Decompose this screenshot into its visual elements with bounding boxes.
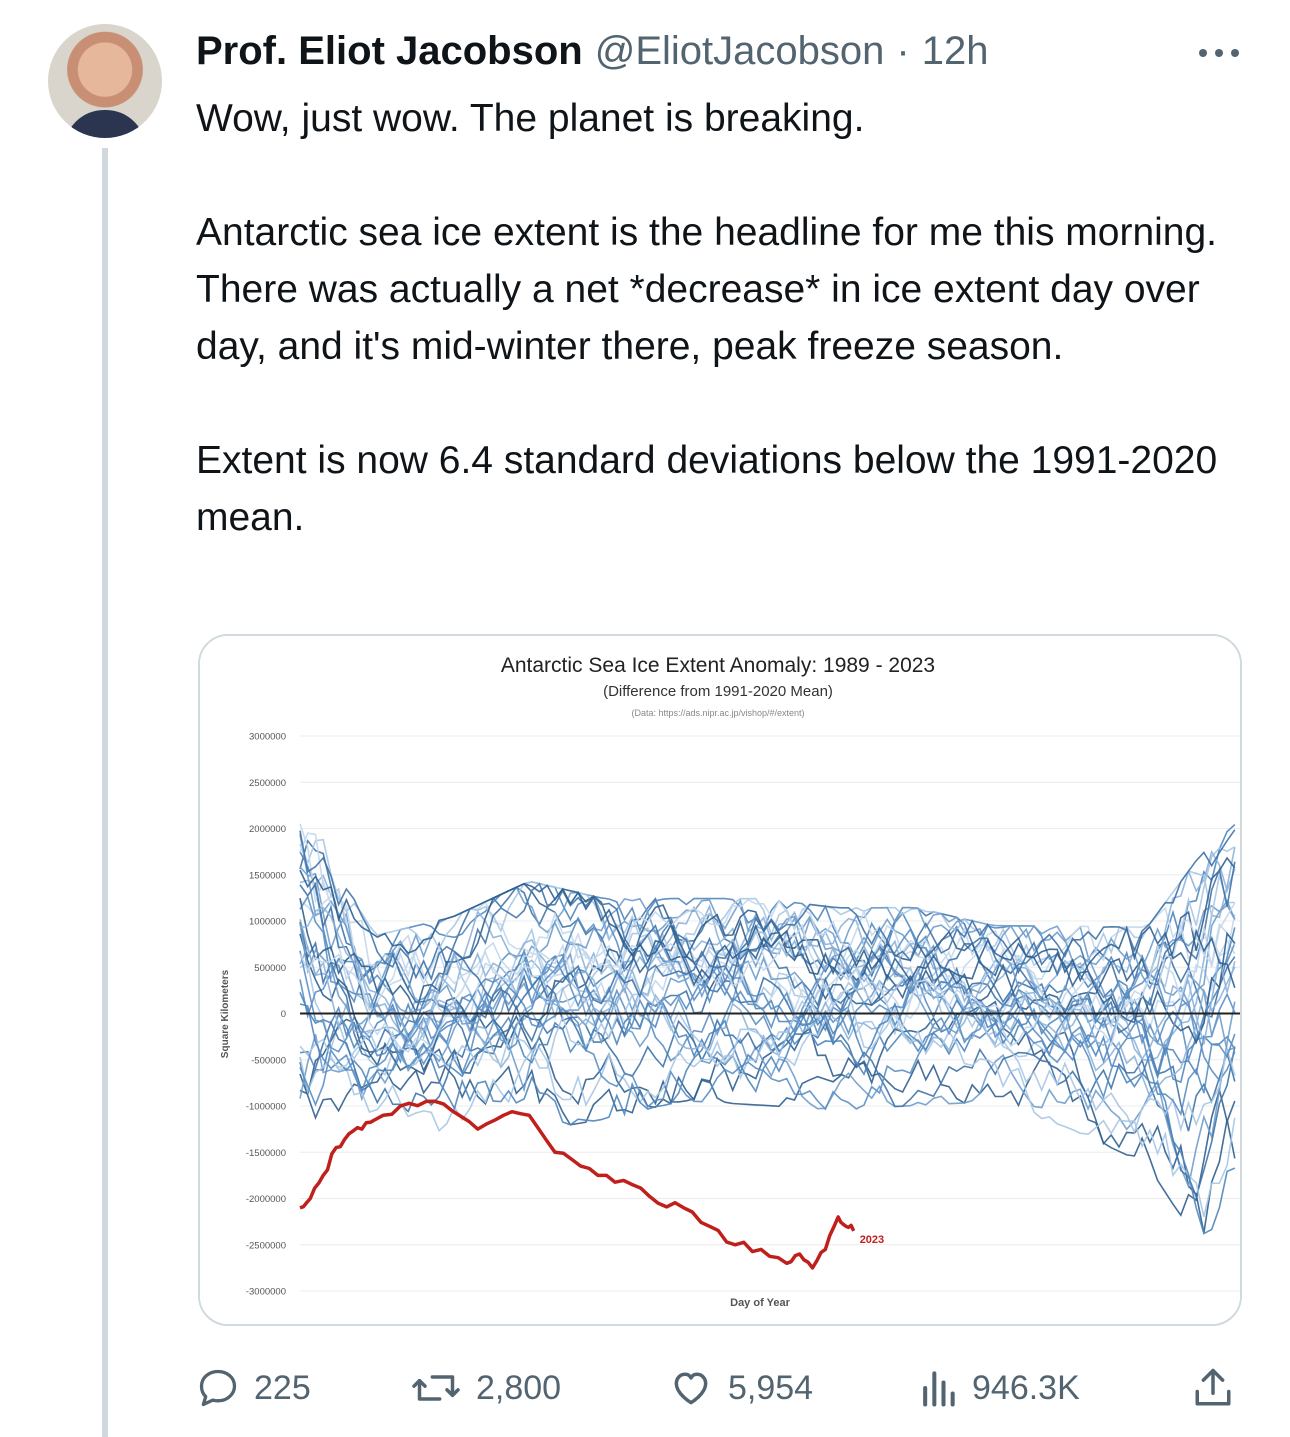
chart-ytick-label: 1500000	[249, 870, 286, 881]
chart-history-line	[299, 998, 1236, 1235]
chart-history-line	[299, 829, 1236, 1011]
chart-subtitle: (Difference from 1991-2020 Mean)	[603, 683, 833, 700]
media-card[interactable]: 3000000 2500000 2000000 1500000 1000000 50000…	[198, 634, 1242, 1326]
reply-count: 225	[254, 1368, 311, 1407]
sea-ice-chart: 3000000 2500000 2000000 1500000 1000000 50000…	[200, 636, 1240, 1324]
chart-history-line	[299, 916, 1236, 1082]
chart-history-line	[299, 902, 1236, 1053]
chart-ytick-label: -2000000	[246, 1194, 286, 1205]
chart-series-2023	[299, 1099, 856, 1270]
like-button[interactable]: 5,954	[668, 1360, 813, 1416]
chart-history-line	[299, 989, 1236, 1217]
views-button[interactable]: 946.3K	[918, 1360, 1080, 1416]
chart-ytick-label: -1000000	[246, 1102, 286, 1113]
chart-history-line	[299, 1014, 1236, 1233]
chart-history-line	[299, 922, 1236, 1052]
tweet-time[interactable]: 12h	[921, 28, 989, 73]
chart-history-line	[299, 987, 1236, 1190]
chart-title: Antarctic Sea Ice Extent Anomaly: 1989 -…	[501, 654, 935, 677]
chart-ytick-label: 500000	[254, 963, 286, 974]
chart-source: (Data: https://ads.nipr.ac.jp/vishop/#/e…	[631, 708, 804, 718]
chart-ytick-label: 1000000	[249, 917, 286, 928]
chart-history-line	[299, 944, 1236, 1099]
chart-ytick-label: 3000000	[249, 732, 286, 743]
reply-bubble-icon	[196, 1366, 240, 1410]
repost-button[interactable]: 2,800	[410, 1360, 561, 1416]
thread-line	[102, 148, 108, 1437]
chart-history-line	[299, 965, 1236, 1135]
tweet-text: Wow, just wow. The planet is breaking. A…	[196, 97, 1218, 539]
author-handle[interactable]: @EliotJacobson	[594, 28, 885, 73]
chart-grid	[300, 735, 1240, 1292]
chart-ytick-label: 2500000	[249, 778, 286, 789]
repost-count: 2,800	[476, 1368, 562, 1407]
time-separator: ·	[896, 28, 910, 73]
tweet-actions: 225 2,800 5,954 946.3K	[196, 1360, 1242, 1416]
chart-ytick-label: 2000000	[249, 824, 286, 835]
chart-ytick-label: -2500000	[246, 1240, 286, 1251]
chart-history-line	[299, 869, 1236, 988]
views-count: 946.3K	[972, 1368, 1080, 1407]
avatar-shirt	[64, 110, 146, 138]
chart-xlabel: Day of Year	[730, 1297, 790, 1309]
repost-arrows-icon	[410, 1366, 462, 1410]
chart-history-line	[299, 838, 1235, 973]
chart-ytick-label: -3000000	[246, 1287, 286, 1298]
chart-ylabel: Square Kilometers	[220, 969, 231, 1058]
chart-history-line	[299, 974, 1236, 1200]
chart-ytick-label: -1500000	[246, 1148, 286, 1159]
more-dots-icon[interactable]	[1196, 36, 1242, 62]
avatar[interactable]	[48, 24, 162, 138]
chart-ytick-labels: 3000000 2500000 2000000 1500000 1000000 50000…	[246, 732, 286, 1298]
chart-series-2023-label: 2023	[860, 1234, 884, 1246]
share-button[interactable]	[1192, 1360, 1234, 1416]
share-upload-icon	[1192, 1365, 1234, 1411]
author-name[interactable]: Prof. Eliot Jacobson	[196, 28, 583, 73]
reply-button[interactable]: 225	[196, 1360, 311, 1416]
like-count: 5,954	[728, 1368, 814, 1407]
chart-ytick-label: 0	[281, 1009, 286, 1020]
author-row: Prof. Eliot Jacobson @EliotJacobson · 12…	[196, 28, 988, 74]
chart-ytick-label: -500000	[251, 1055, 286, 1066]
chart-history-line	[299, 849, 1236, 1021]
views-bar-chart-icon	[918, 1366, 958, 1410]
chart-history-line	[299, 986, 1236, 1117]
chart-history-series	[299, 823, 1236, 1235]
heart-icon	[668, 1366, 714, 1410]
